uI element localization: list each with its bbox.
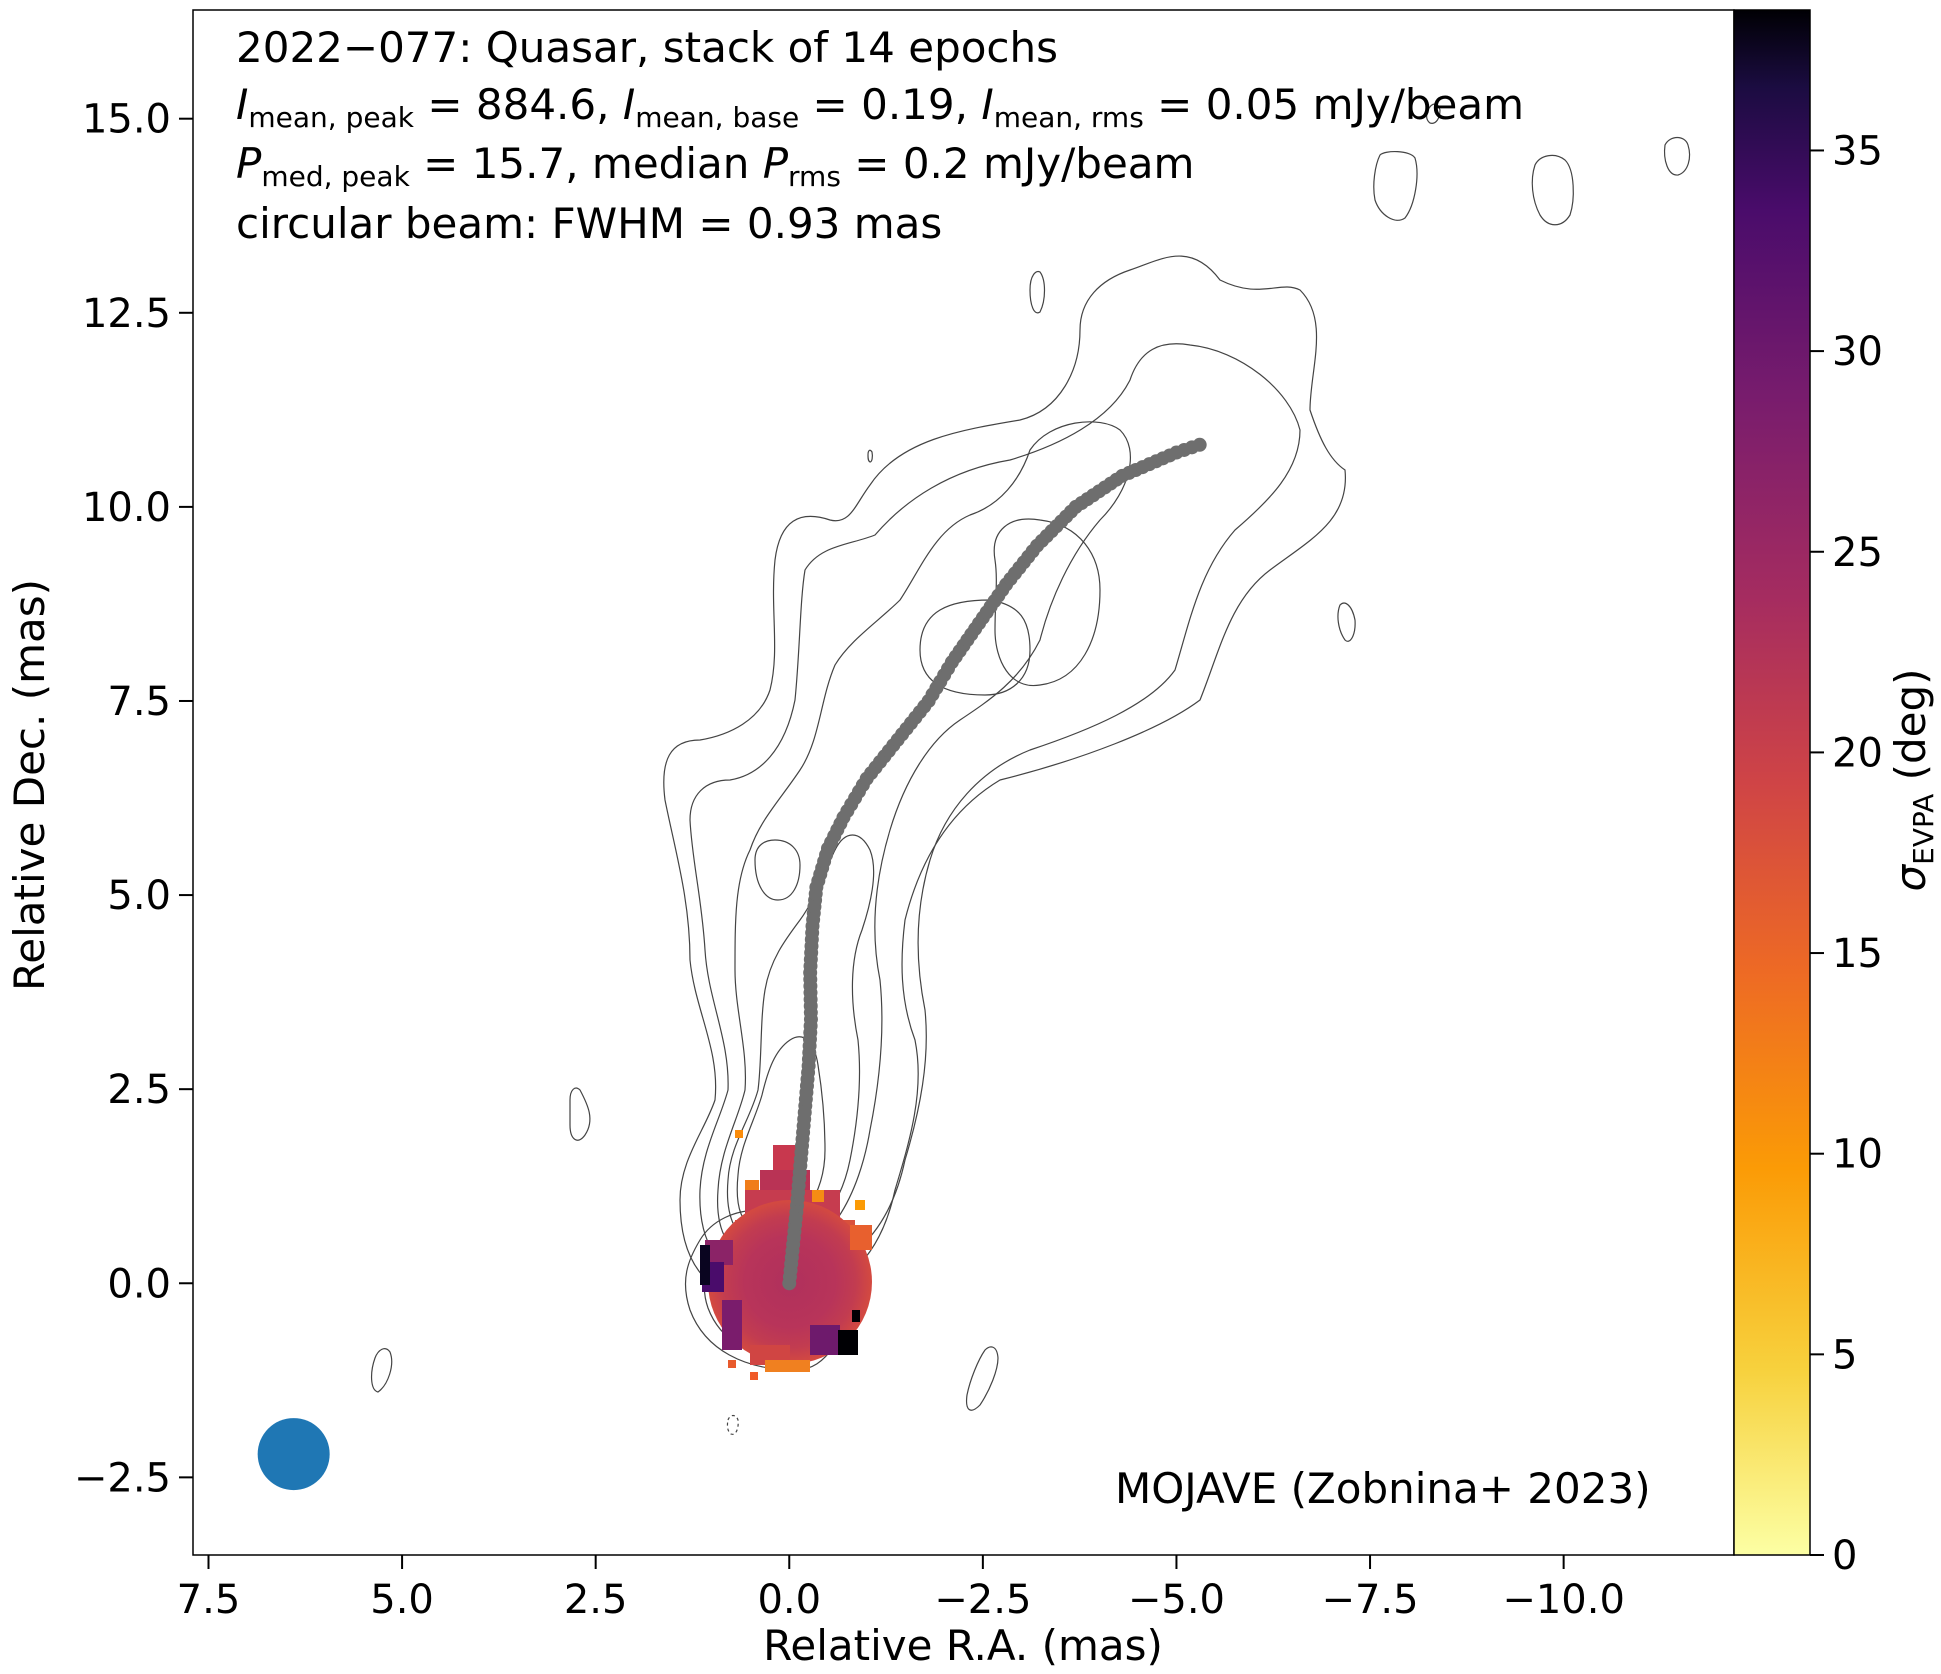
i-rms-value: 0.05 — [1206, 80, 1300, 129]
contour-knot-3 — [755, 840, 800, 900]
title-line-1: 2022−077: Quasar, stack of 14 epochs — [236, 27, 1058, 69]
x-tick-label: 2.5 — [564, 1577, 628, 1623]
contour-island-7 — [1532, 155, 1573, 224]
pixel-patch — [745, 1180, 759, 1190]
y-tick-label: 7.5 — [107, 679, 171, 725]
pixel-patch — [728, 1360, 736, 1368]
flux-unit: mJy/beam — [1313, 80, 1524, 129]
colorbar: 0 5 10 15 20 25 30 35 σEVPA (deg) — [1734, 10, 1940, 1579]
pixel-patch — [765, 1360, 810, 1372]
y-tick-label: 5.0 — [107, 873, 171, 919]
y-tick-label: 2.5 — [107, 1067, 171, 1113]
contour-island-4 — [1338, 603, 1355, 641]
colorbar-tick-label: 15 — [1832, 931, 1883, 977]
x-tick-label: −10.0 — [1502, 1577, 1625, 1623]
y-tick-label: 0.0 — [107, 1261, 171, 1307]
y-tick-label: −2.5 — [74, 1455, 171, 1501]
x-tick-label: 0.0 — [757, 1577, 821, 1623]
colorbar-tick-label: 0 — [1832, 1533, 1857, 1579]
x-axis: 7.5 5.0 2.5 0.0 −2.5 −5.0 −7.5 −10.0 — [177, 1555, 1625, 1623]
title-line-2: Imean, peak = 884.6, Imean, base = 0.19,… — [236, 84, 1524, 132]
flux-unit-2: mJy/beam — [983, 139, 1194, 188]
colorbar-tick-label: 20 — [1832, 730, 1883, 776]
pixel-patch — [735, 1130, 743, 1138]
contour-island-3 — [967, 1347, 998, 1410]
colorbar-tick-label: 30 — [1832, 329, 1883, 375]
colorbar-tick-label: 5 — [1832, 1332, 1857, 1378]
pixel-patch — [852, 1310, 860, 1322]
intensity-contours — [372, 104, 1690, 1434]
pixel-patch — [722, 1300, 742, 1350]
pixel-patch — [850, 1225, 872, 1250]
contour-island-8 — [1665, 138, 1690, 176]
title-line-3: Pmed, peak = 15.7, median Prms = 0.2 mJy… — [236, 143, 1194, 191]
colorbar-tick-label: 25 — [1832, 530, 1883, 576]
colorbar-ticks: 0 5 10 15 20 25 30 35 — [1810, 128, 1883, 1579]
contour-island-2 — [372, 1349, 392, 1392]
chart-figure: 7.5 5.0 2.5 0.0 −2.5 −5.0 −7.5 −10.0 −2.5 0.0 2.5… — [0, 0, 1941, 1674]
pixel-patch — [812, 1190, 824, 1202]
title-line-4: circular beam: FWHM = 0.93 mas — [236, 203, 942, 245]
colorbar-tick-label: 10 — [1832, 1132, 1883, 1178]
p-peak-value: 15.7 — [472, 139, 566, 188]
p-rms-value: 0.2 — [903, 139, 970, 188]
contour-outer — [664, 256, 1346, 1300]
y-tick-label: 10.0 — [82, 485, 171, 531]
contour-2 — [690, 344, 1300, 1280]
x-axis-label: Relative R.A. (mas) — [763, 1621, 1163, 1670]
credit-label: MOJAVE (Zobnina+ 2023) — [1115, 1468, 1651, 1510]
pixel-patch — [855, 1200, 865, 1210]
ridgeline-point — [1193, 438, 1207, 452]
contour-island-6 — [1374, 152, 1417, 221]
contour-island-5 — [1030, 272, 1045, 313]
pixel-patch — [810, 1325, 840, 1355]
i-base-value: 0.19 — [861, 80, 955, 129]
colorbar-tick-label: 35 — [1832, 128, 1883, 174]
i-peak-value: 884.6 — [476, 80, 596, 129]
colorbar-gradient — [1734, 10, 1810, 1555]
x-tick-label: −7.5 — [1321, 1577, 1418, 1623]
contour-island-10 — [868, 450, 872, 462]
y-axis: −2.5 0.0 2.5 5.0 7.5 10.0 12.5 15.0 — [74, 97, 193, 1502]
contour-island-1 — [570, 1088, 590, 1140]
jet-ridgeline — [782, 438, 1206, 1290]
x-tick-label: −2.5 — [934, 1577, 1031, 1623]
beam-ellipse — [258, 1418, 330, 1490]
y-tick-label: 15.0 — [82, 97, 171, 143]
x-tick-label: 7.5 — [177, 1577, 241, 1623]
pixel-patch — [750, 1372, 758, 1380]
pixel-patch — [838, 1330, 858, 1355]
pixel-patch — [700, 1245, 710, 1285]
x-tick-label: −5.0 — [1128, 1577, 1225, 1623]
y-axis-label: Relative Dec. (mas) — [5, 579, 54, 991]
x-tick-label: 5.0 — [370, 1577, 434, 1623]
contour-neg — [727, 1416, 738, 1435]
y-tick-label: 12.5 — [82, 291, 171, 337]
colorbar-label: σEVPA (deg) — [1886, 668, 1940, 891]
